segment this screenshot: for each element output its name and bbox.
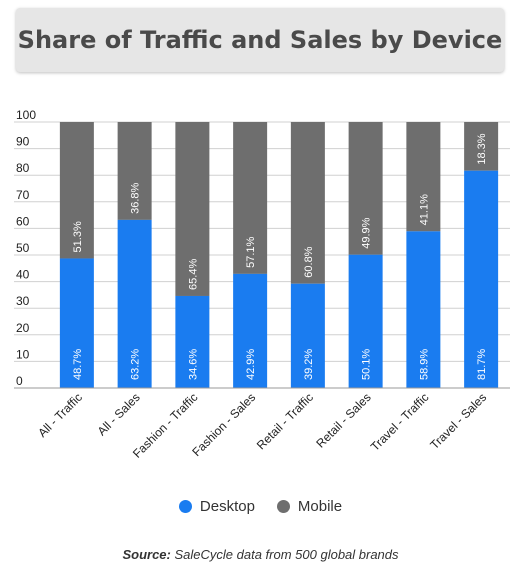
data-label-mobile: 65.4% — [187, 259, 199, 290]
legend-label-mobile: Mobile — [297, 498, 343, 515]
x-category-label: Travel - Sales — [427, 390, 489, 452]
data-label-mobile: 60.8% — [303, 246, 315, 277]
source-note: Source: SaleCycle data from 500 global b… — [0, 547, 521, 562]
bar-desktop — [348, 254, 383, 388]
bar-desktop — [117, 219, 152, 388]
bar-mobile — [59, 122, 94, 259]
bar-desktop — [59, 258, 94, 388]
y-tick-label: 80 — [16, 161, 30, 175]
x-category-label: Retail - Traffic — [254, 390, 316, 452]
y-tick-label: 20 — [16, 321, 30, 335]
bar-desktop — [233, 273, 268, 388]
source-label: Source: — [122, 547, 171, 562]
bar-mobile — [290, 122, 325, 284]
y-tick-label: 50 — [16, 241, 30, 255]
y-tick-label: 40 — [16, 268, 30, 282]
x-category-label: Travel - Traffic — [368, 390, 432, 454]
data-label-desktop: 34.6% — [187, 349, 199, 380]
bar-mobile — [175, 122, 210, 296]
y-tick-label: 90 — [16, 135, 30, 149]
legend-item-mobile: Mobile — [276, 498, 343, 515]
stacked-bar-chart: 0 10 20 30 40 50 60 70 80 90 100 48.7% 51.3% All - Tr… — [14, 108, 510, 461]
data-label-desktop: 48.7% — [72, 349, 84, 380]
chart-title: Share of Traffic and Sales by Device — [17, 26, 503, 54]
y-tick-label: 100 — [16, 108, 36, 122]
data-label-desktop: 39.2% — [303, 349, 315, 380]
bar-desktop — [290, 283, 325, 388]
y-tick-label: 0 — [16, 374, 23, 388]
x-category-label: All - Traffic — [35, 390, 85, 440]
title-box: Share of Traffic and Sales by Device — [16, 8, 504, 72]
bar-desktop — [406, 231, 441, 388]
data-label-desktop: 50.1% — [361, 349, 373, 380]
data-label-mobile: 51.3% — [72, 221, 84, 252]
y-tick-label: 30 — [16, 294, 30, 308]
y-tick-label: 60 — [16, 214, 30, 228]
data-label-desktop: 81.7% — [476, 349, 488, 380]
legend-item-desktop: Desktop — [178, 498, 255, 515]
bar-mobile — [348, 122, 383, 255]
x-category-label: All - Sales — [95, 390, 143, 438]
bar-mobile — [233, 122, 268, 274]
bar-desktop — [175, 295, 210, 388]
data-label-mobile: 57.1% — [245, 236, 257, 267]
bar-mobile — [464, 122, 499, 171]
y-tick-label: 70 — [16, 188, 30, 202]
bar-mobile — [406, 122, 441, 232]
legend: Desktop Mobile — [0, 498, 521, 515]
bar-desktop — [464, 170, 499, 388]
source-text: SaleCycle data from 500 global brands — [174, 547, 399, 562]
data-label-desktop: 63.2% — [130, 349, 142, 380]
mobile-swatch — [276, 500, 290, 513]
x-category-label: Retail - Sales — [313, 390, 373, 450]
data-label-mobile: 36.8% — [130, 182, 142, 213]
data-label-desktop: 58.9% — [418, 349, 430, 380]
bar-mobile — [117, 122, 152, 220]
data-label-mobile: 18.3% — [476, 133, 488, 164]
legend-label-desktop: Desktop — [199, 498, 255, 515]
data-label-mobile: 41.1% — [418, 194, 430, 225]
data-label-desktop: 42.9% — [245, 349, 257, 380]
y-tick-label: 10 — [16, 347, 30, 361]
data-label-mobile: 49.9% — [361, 217, 373, 248]
desktop-swatch — [178, 500, 192, 513]
